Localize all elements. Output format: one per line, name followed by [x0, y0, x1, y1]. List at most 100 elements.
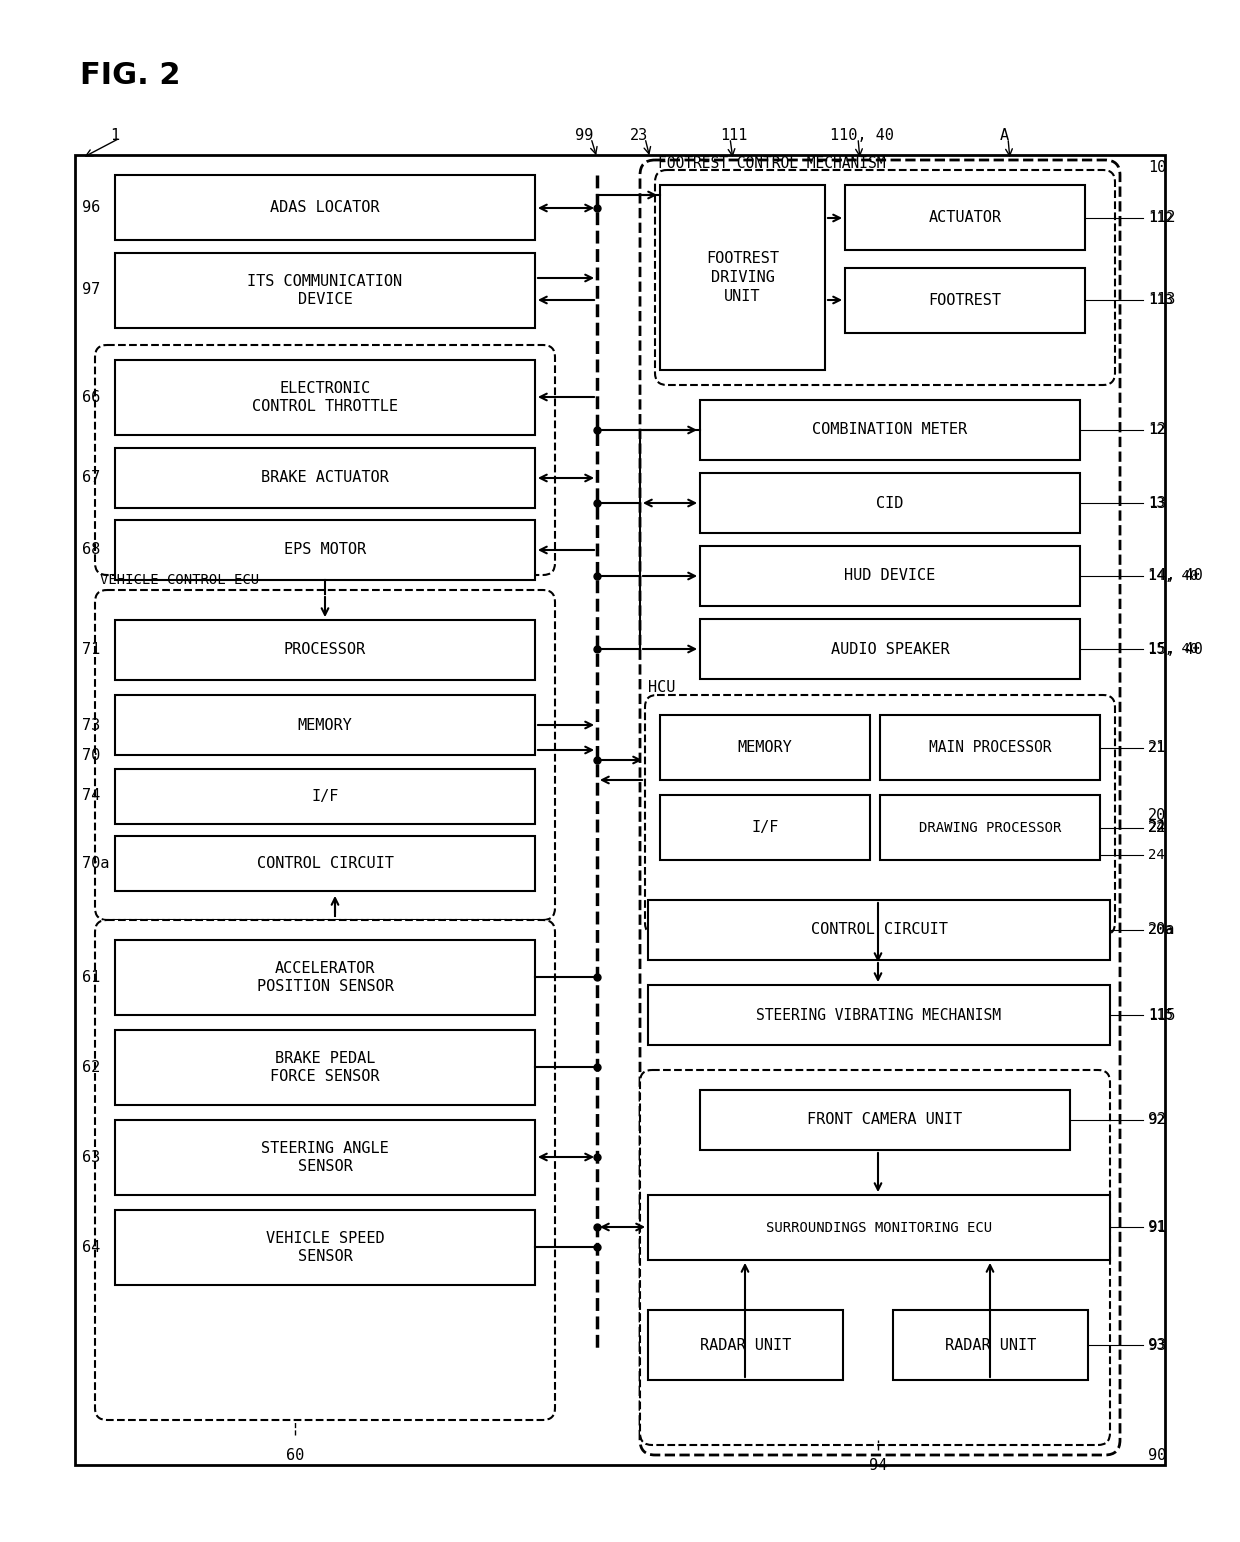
- Text: CONTROL CIRCUIT: CONTROL CIRCUIT: [811, 922, 947, 938]
- Bar: [660, 796, 870, 860]
- Text: 63: 63: [82, 1149, 100, 1164]
- Text: PROCESSOR: PROCESSOR: [284, 643, 366, 657]
- Text: ADAS LOCATOR: ADAS LOCATOR: [270, 200, 379, 214]
- Text: I/F: I/F: [311, 790, 339, 803]
- FancyBboxPatch shape: [655, 170, 1115, 386]
- Text: 99: 99: [575, 128, 593, 142]
- Text: A: A: [999, 128, 1009, 142]
- Text: FOOTREST: FOOTREST: [929, 293, 1002, 308]
- Text: 12: 12: [1148, 423, 1167, 438]
- Text: 112: 112: [1148, 211, 1176, 225]
- Text: RADAR UNIT: RADAR UNIT: [945, 1337, 1037, 1352]
- Text: 15, 40: 15, 40: [1148, 641, 1203, 657]
- Text: ACCELERATOR
POSITION SENSOR: ACCELERATOR POSITION SENSOR: [257, 961, 393, 995]
- Text: SURROUNDINGS MONITORING ECU: SURROUNDINGS MONITORING ECU: [766, 1221, 992, 1235]
- Text: 20: 20: [1148, 808, 1167, 822]
- Bar: [115, 520, 534, 580]
- Text: 66: 66: [82, 390, 100, 404]
- Text: 67: 67: [82, 470, 100, 486]
- Text: 12: 12: [1148, 423, 1164, 436]
- Text: 64: 64: [82, 1240, 100, 1255]
- Text: 24: 24: [1148, 820, 1167, 836]
- Text: MEMORY: MEMORY: [298, 717, 352, 732]
- Text: 61: 61: [82, 970, 100, 984]
- Bar: [115, 1119, 534, 1195]
- FancyBboxPatch shape: [645, 695, 1115, 934]
- Text: 22: 22: [1148, 820, 1167, 836]
- Text: 70: 70: [82, 748, 100, 762]
- Text: 14, 40: 14, 40: [1148, 569, 1198, 583]
- Text: 21: 21: [1148, 740, 1167, 756]
- Text: 62: 62: [82, 1059, 100, 1075]
- Text: 113: 113: [1148, 293, 1176, 307]
- Text: 113: 113: [1148, 293, 1173, 307]
- Text: STEERING VIBRATING MECHANISM: STEERING VIBRATING MECHANISM: [756, 1007, 1002, 1022]
- Bar: [701, 546, 1080, 606]
- Text: 68: 68: [82, 543, 100, 558]
- Text: 20a: 20a: [1148, 924, 1173, 938]
- Bar: [115, 620, 534, 680]
- Text: STEERING ANGLE
SENSOR: STEERING ANGLE SENSOR: [262, 1141, 389, 1175]
- Bar: [649, 985, 1110, 1045]
- Bar: [844, 268, 1085, 333]
- FancyBboxPatch shape: [95, 591, 556, 921]
- Bar: [115, 253, 534, 328]
- Text: DRAWING PROCESSOR: DRAWING PROCESSOR: [919, 820, 1061, 834]
- Text: 13: 13: [1148, 497, 1164, 510]
- Text: 92: 92: [1148, 1113, 1164, 1127]
- FancyBboxPatch shape: [640, 1070, 1110, 1445]
- Text: FRONT CAMERA UNIT: FRONT CAMERA UNIT: [807, 1112, 962, 1127]
- Text: EPS MOTOR: EPS MOTOR: [284, 543, 366, 558]
- Text: CID: CID: [877, 495, 904, 510]
- Text: AUDIO SPEAKER: AUDIO SPEAKER: [831, 641, 950, 657]
- Bar: [115, 769, 534, 823]
- Text: 60: 60: [286, 1448, 304, 1462]
- Text: 22: 22: [1148, 820, 1164, 836]
- Bar: [649, 1195, 1110, 1260]
- Text: FIG. 2: FIG. 2: [81, 60, 181, 89]
- Bar: [115, 449, 534, 507]
- Text: 90: 90: [1148, 1448, 1167, 1462]
- Bar: [844, 185, 1085, 250]
- Text: 110, 40: 110, 40: [830, 128, 894, 142]
- Text: 20a: 20a: [1148, 922, 1176, 938]
- Text: ACTUATOR: ACTUATOR: [929, 210, 1002, 225]
- Bar: [649, 901, 1110, 961]
- Text: MEMORY: MEMORY: [738, 740, 792, 756]
- Bar: [880, 796, 1100, 860]
- Text: I/F: I/F: [751, 820, 779, 836]
- Text: 73: 73: [82, 717, 100, 732]
- Bar: [701, 399, 1080, 460]
- Text: HCU: HCU: [649, 680, 676, 695]
- Text: ELECTRONIC
CONTROL THROTTLE: ELECTRONIC CONTROL THROTTLE: [252, 381, 398, 415]
- Text: 13: 13: [1148, 495, 1167, 510]
- Text: COMBINATION METER: COMBINATION METER: [812, 423, 967, 438]
- Bar: [701, 1090, 1070, 1150]
- Text: 14, 40: 14, 40: [1148, 569, 1203, 583]
- Bar: [115, 695, 534, 756]
- Text: VEHICLE CONTROL ECU: VEHICLE CONTROL ECU: [100, 574, 259, 588]
- Text: 94: 94: [869, 1457, 887, 1473]
- Bar: [893, 1311, 1087, 1380]
- Text: 70a: 70a: [82, 856, 109, 871]
- Text: HUD DEVICE: HUD DEVICE: [844, 569, 936, 583]
- Text: 92: 92: [1148, 1112, 1167, 1127]
- Text: BRAKE ACTUATOR: BRAKE ACTUATOR: [262, 470, 389, 486]
- FancyBboxPatch shape: [640, 160, 1120, 1456]
- Text: 97: 97: [82, 282, 100, 298]
- Bar: [701, 618, 1080, 678]
- Text: 115: 115: [1148, 1008, 1173, 1022]
- FancyBboxPatch shape: [95, 345, 556, 575]
- Text: FOOTREST CONTROL MECHANISM: FOOTREST CONTROL MECHANISM: [658, 156, 885, 171]
- Text: BRAKE PEDAL
FORCE SENSOR: BRAKE PEDAL FORCE SENSOR: [270, 1050, 379, 1084]
- Bar: [660, 185, 825, 370]
- Text: CONTROL CIRCUIT: CONTROL CIRCUIT: [257, 856, 393, 871]
- Text: 15, 40: 15, 40: [1148, 641, 1198, 655]
- Text: ITS COMMUNICATION
DEVICE: ITS COMMUNICATION DEVICE: [248, 273, 403, 307]
- Text: VEHICLE SPEED
SENSOR: VEHICLE SPEED SENSOR: [265, 1231, 384, 1264]
- Text: 111: 111: [720, 128, 748, 142]
- Text: 93: 93: [1148, 1337, 1167, 1352]
- Text: RADAR UNIT: RADAR UNIT: [699, 1337, 791, 1352]
- FancyBboxPatch shape: [95, 921, 556, 1420]
- Bar: [115, 1210, 534, 1284]
